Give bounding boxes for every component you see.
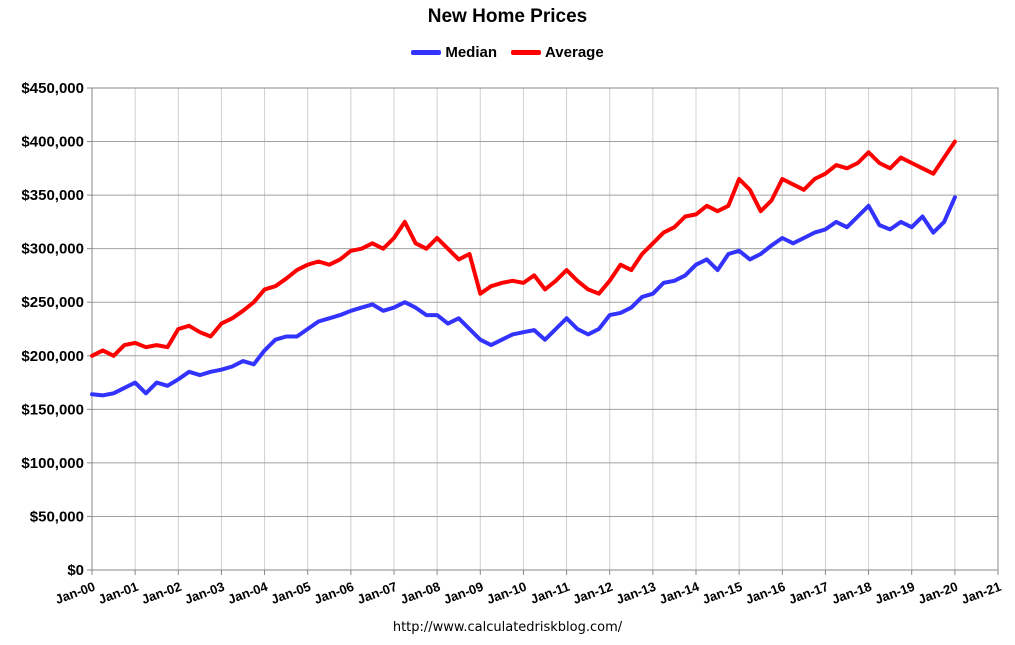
x-tick-label: Jan-11 [528,579,571,607]
legend-swatch-median [411,50,442,55]
x-tick-label: Jan-10 [485,579,529,607]
series-line-average [90,139,957,358]
x-tick-label: Jan-19 [873,579,917,607]
x-tick-labels: Jan-00 Jan-01 Jan-02 Jan-03 Jan-04 Jan-05 Jan-… [53,578,1003,606]
x-tick-label: Jan-07 [355,579,399,607]
y-tick-label: $400,000 [21,134,84,151]
y-tick-label: $350,000 [21,187,84,204]
y-tick-label: $150,000 [21,401,84,418]
y-tick-label: $450,000 [21,80,84,97]
y-tick-labels: $0 $50,000 $100,000 $150,000 $200,000 $250,00… [21,80,84,579]
x-tick-label: Jan-13 [614,579,658,607]
x-tick-label: Jan-18 [830,579,874,607]
y-tick-label: $200,000 [21,348,84,365]
legend-item-average: Average [511,44,604,61]
y-tick-label: $100,000 [21,455,84,472]
x-tick-label: Jan-09 [441,579,485,607]
x-tick-label: Jan-05 [269,579,313,607]
chart-title: New Home Prices [427,6,588,27]
x-tick-label: Jan-08 [398,579,442,607]
y-tick-label: $300,000 [21,241,84,258]
horizontal-gridlines [92,141,998,517]
plot-border [91,87,999,571]
y-tick-label: $250,000 [21,294,84,311]
x-tick-label: Jan-03 [183,579,227,607]
y-tick-label: $50,000 [30,508,84,525]
legend-item-median: Median [411,44,497,61]
axes [87,87,999,575]
vertical-gridlines [134,88,956,570]
source-url: http://www.calculatedriskblog.com/ [392,620,623,635]
x-tick-label: Jan-01 [96,579,140,607]
legend-swatch-average [511,50,542,55]
chart-legend: Median Average [0,44,1015,61]
x-tick-label: Jan-21 [959,579,1003,607]
x-tick-label: Jan-12 [571,579,615,607]
x-tick-label: Jan-14 [657,578,702,606]
x-tick-label: Jan-20 [916,579,960,607]
x-tick-label: Jan-06 [312,579,356,607]
x-tick-label: Jan-04 [226,578,271,606]
y-tick-label: $0 [67,562,84,579]
series-lines [90,139,957,398]
series-line-median [90,195,957,398]
x-tick-label: Jan-16 [743,579,787,607]
x-tick-label: Jan-00 [53,579,97,607]
x-tick-label: Jan-17 [787,579,831,607]
x-tick-label: Jan-02 [139,579,183,607]
x-tick-label: Jan-15 [700,579,744,607]
legend-label-median: Median [445,44,498,61]
legend-label-average: Average [545,44,604,61]
